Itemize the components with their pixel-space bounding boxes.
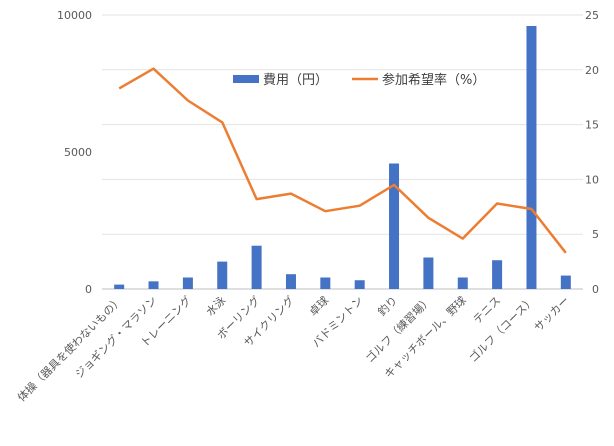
bar (423, 257, 434, 289)
left-axis-ticks: 0 5000 10000 (57, 9, 92, 296)
bar (251, 245, 262, 289)
left-tick-label: 5000 (64, 146, 92, 159)
category-label: 卓球 (306, 293, 331, 318)
right-axis-ticks: 0 5 10 15 20 25 (585, 9, 599, 296)
right-tick-label: 15 (585, 119, 599, 132)
bar (492, 260, 503, 289)
right-tick-label: 20 (585, 64, 599, 77)
bar (148, 281, 159, 289)
legend-swatch-cost (233, 75, 259, 83)
gridlines (102, 14, 583, 290)
left-tick-label: 10000 (57, 9, 92, 22)
right-tick-label: 5 (592, 228, 599, 241)
bar (389, 163, 400, 289)
right-tick-label: 10 (585, 173, 599, 186)
bar (320, 277, 331, 289)
legend-label-cost: 費用（円） (263, 73, 328, 88)
category-label: サッカー (532, 294, 572, 334)
category-label: 水泳 (203, 293, 228, 318)
legend-label-participation-rate: 参加希望率（%） (382, 72, 485, 88)
bar (285, 274, 296, 289)
category-label: テニス (471, 294, 504, 327)
left-tick-label: 0 (85, 283, 92, 296)
line-series-participation-rate (118, 67, 567, 254)
category-label: 釣り (375, 293, 400, 318)
bar-series-cost (114, 25, 571, 290)
bar (457, 277, 468, 289)
bar (182, 277, 193, 289)
legend: 費用（円） 参加希望率（%） (233, 72, 485, 88)
right-tick-label: 25 (585, 9, 599, 22)
bar (114, 284, 125, 289)
bar (560, 275, 571, 289)
right-tick-label: 0 (592, 283, 599, 296)
bar (354, 280, 365, 289)
bar (526, 25, 537, 290)
bar (217, 261, 228, 289)
